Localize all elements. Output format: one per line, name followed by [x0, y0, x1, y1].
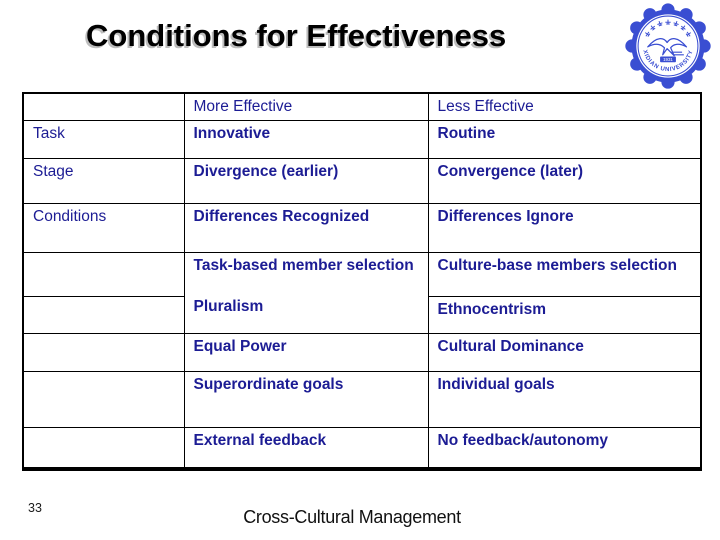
row-label-cell [22, 426, 185, 471]
row-label-cell [22, 370, 185, 428]
more-effective-cell: Equal Power [183, 332, 429, 372]
more-effective-cell: Innovative [183, 119, 429, 159]
seal-inner-ring [637, 15, 699, 77]
more-effective-cell: External feedback [183, 426, 429, 471]
more-effective-paragraph: Pluralism [193, 297, 264, 315]
effectiveness-table: More Effective Less Effective Task Innov… [22, 92, 702, 471]
row-label-cell [22, 332, 185, 372]
seal-graphic: 1931 XIDIAN UNIVERSITY [625, 3, 711, 89]
more-effective-paragraph: Task-based member selection [193, 256, 414, 274]
row-label-task: Task [22, 119, 185, 159]
less-effective-cell: Individual goals [427, 370, 702, 428]
column-header-more-effective: More Effective [183, 92, 429, 121]
less-effective-cell: No feedback/autonomy [427, 426, 702, 471]
column-header-less-effective: Less Effective [427, 92, 702, 121]
more-effective-cell: Divergence (earlier) [183, 157, 429, 204]
row-label-cell [22, 295, 185, 334]
page-title: Conditions for Effectiveness [86, 18, 507, 53]
less-effective-cell: Differences Ignore [427, 202, 702, 253]
row-label-conditions: Conditions [22, 202, 185, 253]
more-effective-cell: Superordinate goals [183, 370, 429, 428]
less-effective-cell: Cultural Dominance [427, 332, 702, 372]
university-seal-logo: 1931 XIDIAN UNIVERSITY [624, 2, 712, 90]
less-effective-cell: Routine [427, 119, 702, 159]
seal-year-text: 1931 [663, 57, 673, 62]
less-effective-cell: Ethnocentrism [427, 295, 702, 334]
less-effective-cell: Convergence (later) [427, 157, 702, 204]
footer-text: Cross-Cultural Management [243, 507, 461, 527]
more-effective-merged-cell: Task-based member selection Pluralism [183, 251, 429, 334]
seal-year-banner: 1931 [660, 56, 676, 63]
row-label-cell [22, 251, 185, 297]
more-effective-cell: Differences Recognized [183, 202, 429, 253]
corner-cell [22, 92, 185, 121]
row-label-stage: Stage [22, 157, 185, 204]
seal-bird-icon [647, 38, 688, 57]
seal-cjk-marks [644, 19, 692, 37]
less-effective-cell: Culture-base members selection [427, 251, 702, 297]
page-number: 33 [28, 501, 42, 515]
